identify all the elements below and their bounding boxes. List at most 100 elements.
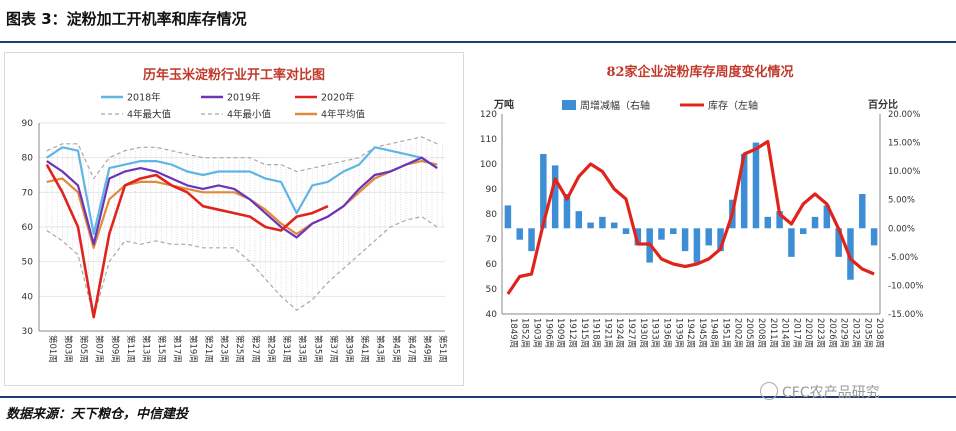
- x-tick-label: 1945周: [697, 318, 707, 348]
- watermark: CFC农产品研究: [760, 382, 880, 402]
- x-tick-label: 第13周: [141, 335, 152, 363]
- x-tick-label: 第39周: [344, 335, 355, 363]
- x-tick-label: 第31周: [281, 335, 292, 363]
- series-line-1: [46, 146, 438, 235]
- y-tick-label-left: 90: [486, 185, 498, 195]
- bottom-divider: [0, 396, 956, 398]
- bar: [835, 228, 842, 257]
- x-tick-label: 1924周: [614, 318, 624, 348]
- x-tick-label: 第41周: [359, 335, 370, 363]
- x-tick-label: 第37周: [328, 335, 339, 363]
- bar: [504, 205, 512, 229]
- series-line-4: [46, 136, 438, 180]
- chart-inventory: 82家企业淀粉库存周度变化情况 万吨 百分比 40 50 60 70 80 90 100 110 12…: [470, 52, 950, 384]
- bar: [681, 228, 689, 252]
- y-tick-label-left: 50: [486, 285, 498, 295]
- legend-label-1: 2018年: [127, 92, 161, 104]
- x-tick-label: 2023周: [815, 318, 825, 348]
- bar: [847, 228, 854, 280]
- x-tick-label: 1849周: [508, 318, 518, 348]
- x-tick-label: 第27周: [250, 335, 261, 363]
- y-tick-label-right: -15.00%: [888, 310, 923, 320]
- bar: [528, 228, 535, 252]
- y-tick-label: 30: [22, 327, 34, 337]
- legend-label-5: 4年最小值: [227, 109, 272, 121]
- x-tick-label: 2011周: [768, 318, 778, 348]
- y-tick-label: 80: [22, 154, 34, 164]
- bar: [516, 228, 523, 240]
- x-tick-label: 2002周: [732, 318, 742, 348]
- y-tick-label-left: 40: [486, 310, 498, 320]
- y-tick-label: 70: [22, 188, 34, 198]
- x-tick-label: 第33周: [297, 335, 308, 363]
- series-line-6: [46, 160, 438, 249]
- figure-title: 图表 3：淀粉加工开机率和库存情况: [6, 10, 247, 28]
- series-line-2: [46, 156, 438, 246]
- x-tick-label: 1933周: [650, 318, 660, 348]
- legend-label-6: 4年平均值: [321, 109, 366, 121]
- y-tick-label-left: 100: [480, 160, 497, 170]
- x-tick-label: 第49周: [422, 335, 433, 363]
- y-tick-label-right: -10.00%: [888, 281, 923, 291]
- y-tick-label-left: 120: [480, 110, 497, 120]
- bar: [658, 228, 665, 240]
- x-tick-label: 第29周: [265, 335, 276, 363]
- legend-label-2: 2019年: [227, 92, 261, 104]
- y-tick-label-right: -5.00%: [888, 253, 918, 263]
- y-axis-label-right: 百分比: [868, 98, 898, 111]
- x-tick-label: 1852周: [520, 318, 530, 348]
- legend-label-4: 4年最大值: [127, 109, 172, 121]
- legend-swatch-bars: [562, 100, 576, 110]
- watermark-text: CFC农产品研究: [782, 385, 880, 401]
- x-tick-label: 1942周: [685, 318, 695, 348]
- bar: [693, 228, 701, 263]
- bar: [634, 228, 642, 246]
- bar: [599, 216, 606, 229]
- y-tick-label: 40: [22, 292, 34, 302]
- y-axis-label-left: 万吨: [493, 98, 514, 111]
- chart-utilization: 历年玉米淀粉行业开工率对比图 30 40 50 60 70 80 90 第01周 第03周 第05周…: [4, 52, 464, 386]
- bar: [587, 222, 594, 229]
- x-tick-label: 第03周: [62, 335, 73, 363]
- bar: [859, 194, 866, 229]
- x-tick-label: 第01周: [47, 335, 58, 363]
- x-tick-label: 第47周: [406, 335, 417, 363]
- x-tick-label: 1948周: [709, 318, 719, 348]
- y-tick-label: 50: [22, 258, 34, 268]
- y-tick-label-left: 80: [486, 210, 498, 220]
- bar: [870, 228, 878, 246]
- x-tick-label: 2020周: [803, 318, 813, 348]
- legend-label-line: 库存（左轴: [708, 99, 758, 112]
- y-tick-label-right: 0.00%: [888, 224, 915, 234]
- bar: [705, 228, 712, 246]
- source-note: 数据来源：天下粮仓，中信建投: [6, 407, 189, 422]
- y-tick-label: 90: [22, 119, 34, 129]
- x-tick-label: 第11周: [125, 335, 136, 363]
- x-tick-label: 第43周: [375, 335, 386, 363]
- wechat-icon: [760, 382, 778, 400]
- x-tick-label: 2026周: [827, 318, 837, 348]
- x-tick-label: 2032周: [850, 318, 860, 348]
- x-tick-label: 1918周: [591, 318, 601, 348]
- x-tick-label: 1951周: [721, 318, 731, 348]
- legend-label-3: 2020年: [321, 92, 355, 104]
- chart1-title: 历年玉米淀粉行业开工率对比图: [143, 67, 325, 83]
- bar: [622, 228, 630, 234]
- chart-utilization-svg: 历年玉米淀粉行业开工率对比图 30 40 50 60 70 80 90 第01周 第03周 第05周…: [22, 67, 449, 363]
- bar: [717, 228, 724, 252]
- x-tick-label: 2029周: [839, 318, 849, 348]
- x-tick-label: 第09周: [109, 335, 120, 363]
- series-line-5: [46, 216, 438, 318]
- x-tick-label: 1936周: [661, 318, 671, 348]
- x-tick-label: 1906周: [543, 318, 553, 348]
- x-tick-label: 第25周: [234, 335, 245, 363]
- x-tick-label: 2005周: [744, 318, 754, 348]
- x-tick-label: 2035周: [862, 318, 872, 348]
- x-tick-label: 第19周: [187, 335, 198, 363]
- x-tick-label: 1912周: [567, 318, 577, 348]
- bar: [776, 211, 783, 229]
- x-tick-label: 第45周: [390, 335, 401, 363]
- bar: [764, 216, 772, 229]
- bar: [752, 142, 760, 229]
- bar: [823, 205, 831, 229]
